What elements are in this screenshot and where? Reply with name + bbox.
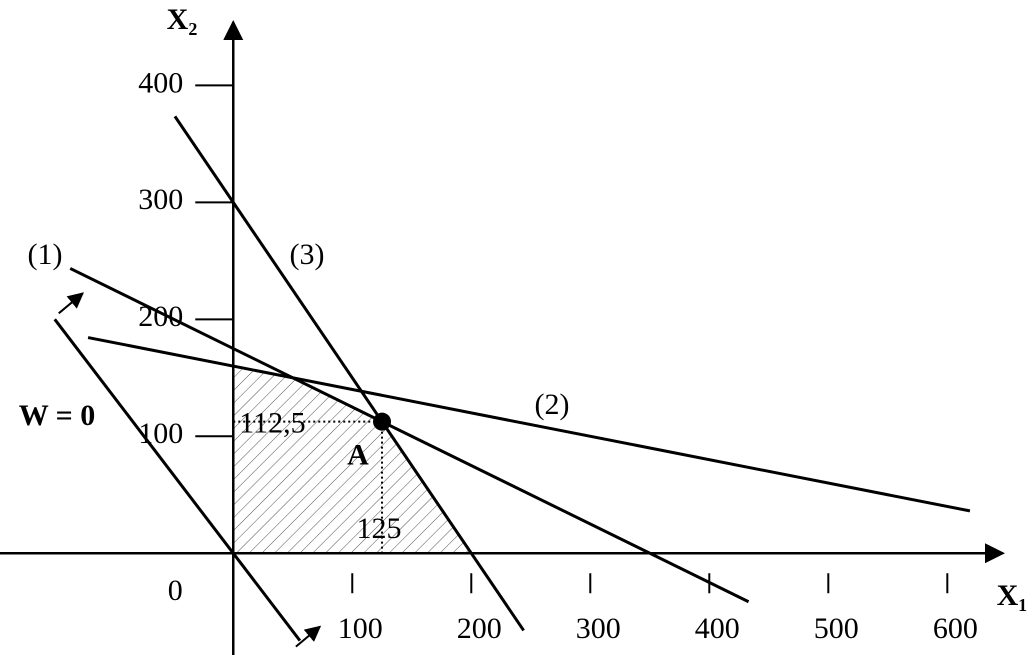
x-tick-label: 300 (576, 612, 621, 645)
constraint-line (87, 336, 971, 513)
y-tick-label: 300 (138, 183, 183, 216)
line-label: W = 0 (19, 399, 96, 432)
x-tick-label: 600 (933, 612, 978, 645)
y-axis-label: X₂ (167, 3, 198, 36)
y-tick-label: 400 (138, 66, 183, 99)
line-label: (1) (28, 238, 63, 271)
x-axis-label: X₁ (997, 579, 1028, 612)
direction-arrow (295, 625, 322, 648)
line-label: (3) (290, 238, 325, 271)
x-tick-label: 0 (168, 574, 183, 607)
constraint-line (53, 318, 302, 642)
x-tick-label: 100 (338, 612, 383, 645)
point-y-label: 112,5 (239, 407, 305, 440)
x-tick-label: 200 (457, 612, 502, 645)
line-label: (2) (535, 388, 570, 421)
optimum-point (373, 412, 392, 431)
y-tick-label: 100 (138, 417, 183, 450)
x-tick-label: 400 (695, 612, 740, 645)
point-label: A (347, 439, 369, 472)
constraint-line (69, 267, 750, 604)
direction-arrow (58, 292, 84, 315)
constraint-line (173, 115, 525, 632)
x-tick-label: 500 (814, 612, 859, 645)
feasible-region (233, 366, 472, 554)
point-x-label: 125 (357, 512, 402, 545)
